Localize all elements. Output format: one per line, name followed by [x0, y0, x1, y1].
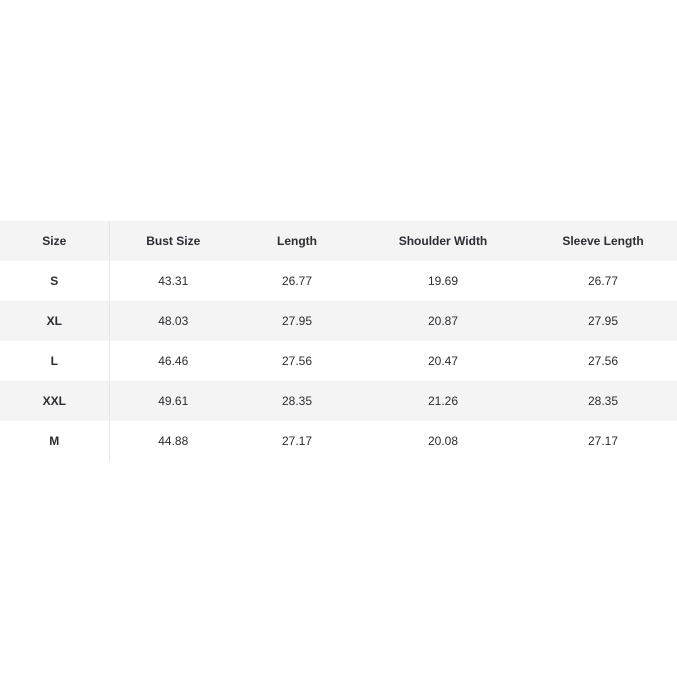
- cell-sleeve-length: 27.56: [587, 354, 619, 368]
- cell-size: M: [0, 421, 110, 461]
- cell-bust-size: 48.03: [158, 314, 189, 328]
- cell-shoulder-width: 20.87: [427, 314, 459, 328]
- cell-sleeve-length: 28.35: [587, 394, 619, 408]
- cell-sleeve-length: 26.77: [587, 274, 619, 288]
- cell-size: XXL: [0, 381, 110, 421]
- table-row: XXL 49.61 28.35 21.26 28.35: [0, 381, 677, 421]
- header-shoulder-width: Shoulder Width: [398, 234, 488, 248]
- cell-shoulder-width: 19.69: [427, 274, 459, 288]
- cell-bust-size: 46.46: [158, 354, 189, 368]
- table-header-row: Size Bust Size Length Shoulder Width Sle…: [0, 221, 677, 261]
- cell-sleeve-length: 27.17: [587, 434, 619, 448]
- table-row: L 46.46 27.56 20.47 27.56: [0, 341, 677, 381]
- cell-sleeve-length: 27.95: [587, 314, 619, 328]
- header-sleeve-length: Sleeve Length: [562, 234, 644, 248]
- cell-shoulder-width: 20.47: [427, 354, 459, 368]
- cell-size: L: [0, 341, 110, 381]
- cell-length: 27.56: [281, 354, 313, 368]
- cell-size: S: [0, 261, 110, 301]
- cell-length: 27.17: [281, 434, 313, 448]
- header-size: Size: [0, 221, 110, 261]
- cell-length: 28.35: [281, 394, 313, 408]
- header-length: Length: [277, 234, 317, 248]
- cell-length: 26.77: [281, 274, 313, 288]
- table-row: XL 48.03 27.95 20.87 27.95: [0, 301, 677, 341]
- size-chart-table: Size Bust Size Length Shoulder Width Sle…: [0, 221, 677, 461]
- cell-bust-size: 43.31: [158, 274, 189, 288]
- header-bust-size: Bust Size: [146, 234, 201, 248]
- cell-bust-size: 49.61: [158, 394, 189, 408]
- cell-shoulder-width: 21.26: [427, 394, 459, 408]
- cell-bust-size: 44.88: [158, 434, 189, 448]
- table-row: S 43.31 26.77 19.69 26.77: [0, 261, 677, 301]
- table-row: M 44.88 27.17 20.08 27.17: [0, 421, 677, 461]
- cell-length: 27.95: [281, 314, 313, 328]
- cell-size: XL: [0, 301, 110, 341]
- cell-shoulder-width: 20.08: [427, 434, 459, 448]
